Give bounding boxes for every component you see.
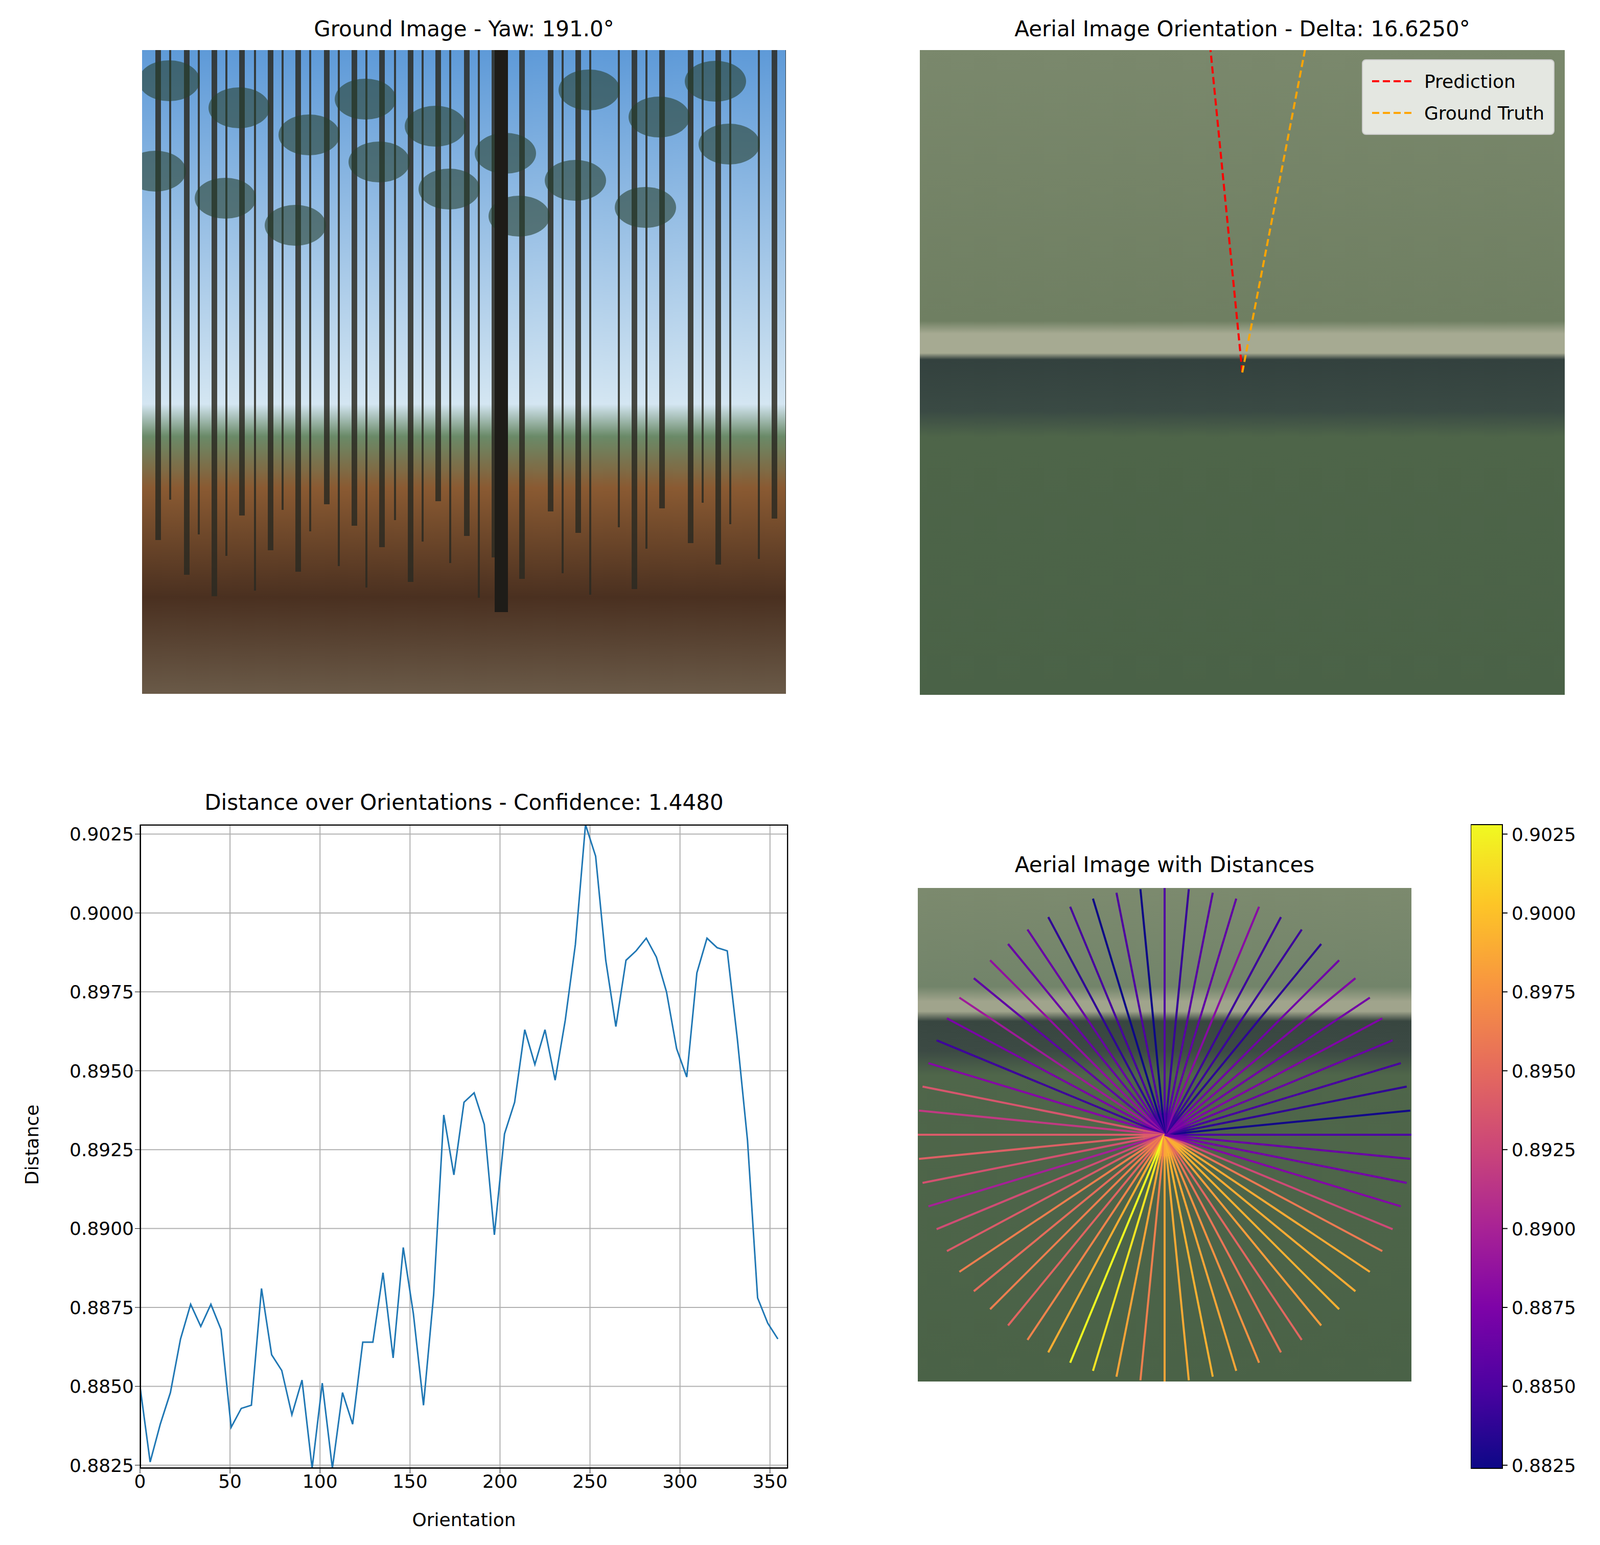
svg-text:0.8900: 0.8900: [1511, 1218, 1576, 1240]
svg-text:0.8900: 0.8900: [69, 1218, 134, 1240]
svg-text:0.8850: 0.8850: [69, 1376, 134, 1398]
svg-text:0.9000: 0.9000: [69, 902, 134, 924]
svg-text:0.8950: 0.8950: [1511, 1060, 1576, 1082]
svg-text:0.8925: 0.8925: [69, 1139, 134, 1161]
html-text:Aerial Image Orientation - Del: Aerial Image Orientation - Delta: 16.625…: [1014, 16, 1471, 42]
svg-text:0.8850: 0.8850: [1511, 1376, 1576, 1398]
svg-text:0.8925: 0.8925: [1511, 1139, 1576, 1161]
svg-text:150: 150: [392, 1471, 428, 1493]
svg-text:0.8950: 0.8950: [69, 1060, 134, 1082]
svg-text:0: 0: [134, 1471, 147, 1493]
svg-text:0.8975: 0.8975: [1511, 981, 1576, 1003]
html-text:Distance over Orientations - C: Distance over Orientations - Confidence:…: [204, 790, 724, 816]
svg-text:0.9025: 0.9025: [69, 823, 134, 845]
html-text:Distance: Distance: [21, 1104, 43, 1186]
html-text:Ground Truth: Ground Truth: [1424, 102, 1545, 124]
svg-text:200: 200: [482, 1471, 518, 1493]
svg-text:50: 50: [218, 1471, 242, 1493]
svg-text:250: 250: [572, 1471, 608, 1493]
svg-text:0.8825: 0.8825: [69, 1455, 134, 1477]
svg-text:0.8975: 0.8975: [69, 981, 134, 1003]
svg-text:300: 300: [662, 1471, 698, 1493]
svg-text:0.8875: 0.8875: [1511, 1297, 1576, 1319]
svg-text:0.8875: 0.8875: [69, 1297, 134, 1319]
html-text:Ground Image - Yaw: 191.0°: Ground Image - Yaw: 191.0°: [313, 16, 615, 42]
svg-text:100: 100: [302, 1471, 338, 1493]
html-text:Orientation: Orientation: [412, 1509, 516, 1531]
svg-text:0.9025: 0.9025: [1511, 824, 1576, 846]
svg-text:0.9000: 0.9000: [1511, 902, 1576, 924]
html-text:Prediction: Prediction: [1424, 70, 1516, 92]
svg-text:350: 350: [752, 1471, 788, 1493]
svg-text:0.8825: 0.8825: [1511, 1455, 1576, 1477]
html-text:Aerial Image with Distances: Aerial Image with Distances: [1014, 852, 1315, 878]
